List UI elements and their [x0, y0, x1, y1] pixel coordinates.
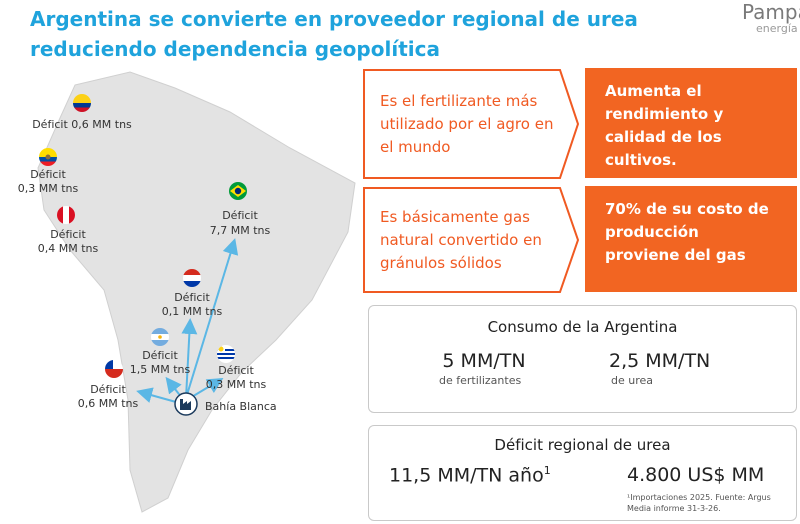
flag-paraguay — [183, 269, 201, 287]
stat-value: 5 MM/TN — [442, 350, 526, 372]
map-label: Déficit — [90, 383, 126, 396]
footnote-mark: 1 — [543, 464, 551, 477]
deficit-card: Déficit regional de urea 11,5 MM/TN año1… — [368, 425, 797, 521]
logo: Pampa — [742, 0, 800, 24]
flag-uruguay — [217, 345, 235, 363]
fact-frame — [363, 187, 580, 293]
flag-brasil — [229, 182, 247, 200]
title: Argentina se convierte en proveedor regi… — [30, 7, 638, 61]
origin-label: Bahía Blanca — [205, 400, 277, 413]
footnote: ¹Importaciones 2025. Fuente: Argus Media… — [627, 493, 771, 513]
map-label: 7,7 MM tns — [210, 224, 271, 237]
logo-sub: energía — [756, 22, 798, 35]
stat-value: 11,5 MM/TN año1 — [389, 464, 551, 486]
map-label: Déficit — [30, 168, 66, 181]
map-label: 0,3 MM tns — [18, 182, 79, 195]
map-label: 0,1 MM tns — [162, 305, 223, 318]
stat-value: 4.800 US$ MM — [627, 464, 765, 486]
stat-value: 2,5 MM/TN — [609, 350, 711, 372]
flag-colombia — [73, 94, 91, 112]
map-label: Déficit — [174, 291, 210, 304]
fact-frame — [363, 69, 580, 179]
card-title: Déficit regional de urea — [494, 436, 671, 454]
continent — [37, 71, 356, 513]
map-label: Déficit — [222, 209, 258, 222]
map-label: Déficit 0,6 MM tns — [32, 118, 132, 131]
stat-value-text: 11,5 MM/TN año — [389, 464, 544, 487]
flag-peru — [57, 206, 75, 224]
fact-result: Aumenta el rendimiento y calidad de los … — [585, 68, 797, 178]
flag-ecuador — [39, 148, 57, 166]
map-label: Déficit — [142, 349, 178, 362]
map-label: Déficit — [50, 228, 86, 241]
consumo-card: Consumo de la Argentina 5 MM/TN de ferti… — [368, 305, 797, 413]
stat-label: de fertilizantes — [439, 374, 522, 387]
map-label: 0,4 MM tns — [38, 242, 99, 255]
stat-label: de urea — [611, 374, 654, 387]
map-label: 0,3 MM tns — [206, 378, 267, 391]
fact-result: 70% de su costo de producción proviene d… — [585, 186, 797, 292]
map-label: 1,5 MM tns — [130, 363, 191, 376]
fact-text: Es básicamente gas natural convertido en… — [380, 208, 542, 272]
flag-chile — [105, 360, 123, 378]
map-label: 0,6 MM tns — [78, 397, 139, 410]
map: Déficit 0,6 MM tns Déficit 0,3 MM tns Dé… — [18, 71, 356, 513]
factory-icon — [174, 392, 198, 416]
fact-text: Es el fertilizante más utilizado por el … — [380, 92, 554, 156]
map-label: Déficit — [218, 364, 254, 377]
card-title: Consumo de la Argentina — [487, 318, 678, 336]
flag-argentina — [151, 328, 169, 346]
